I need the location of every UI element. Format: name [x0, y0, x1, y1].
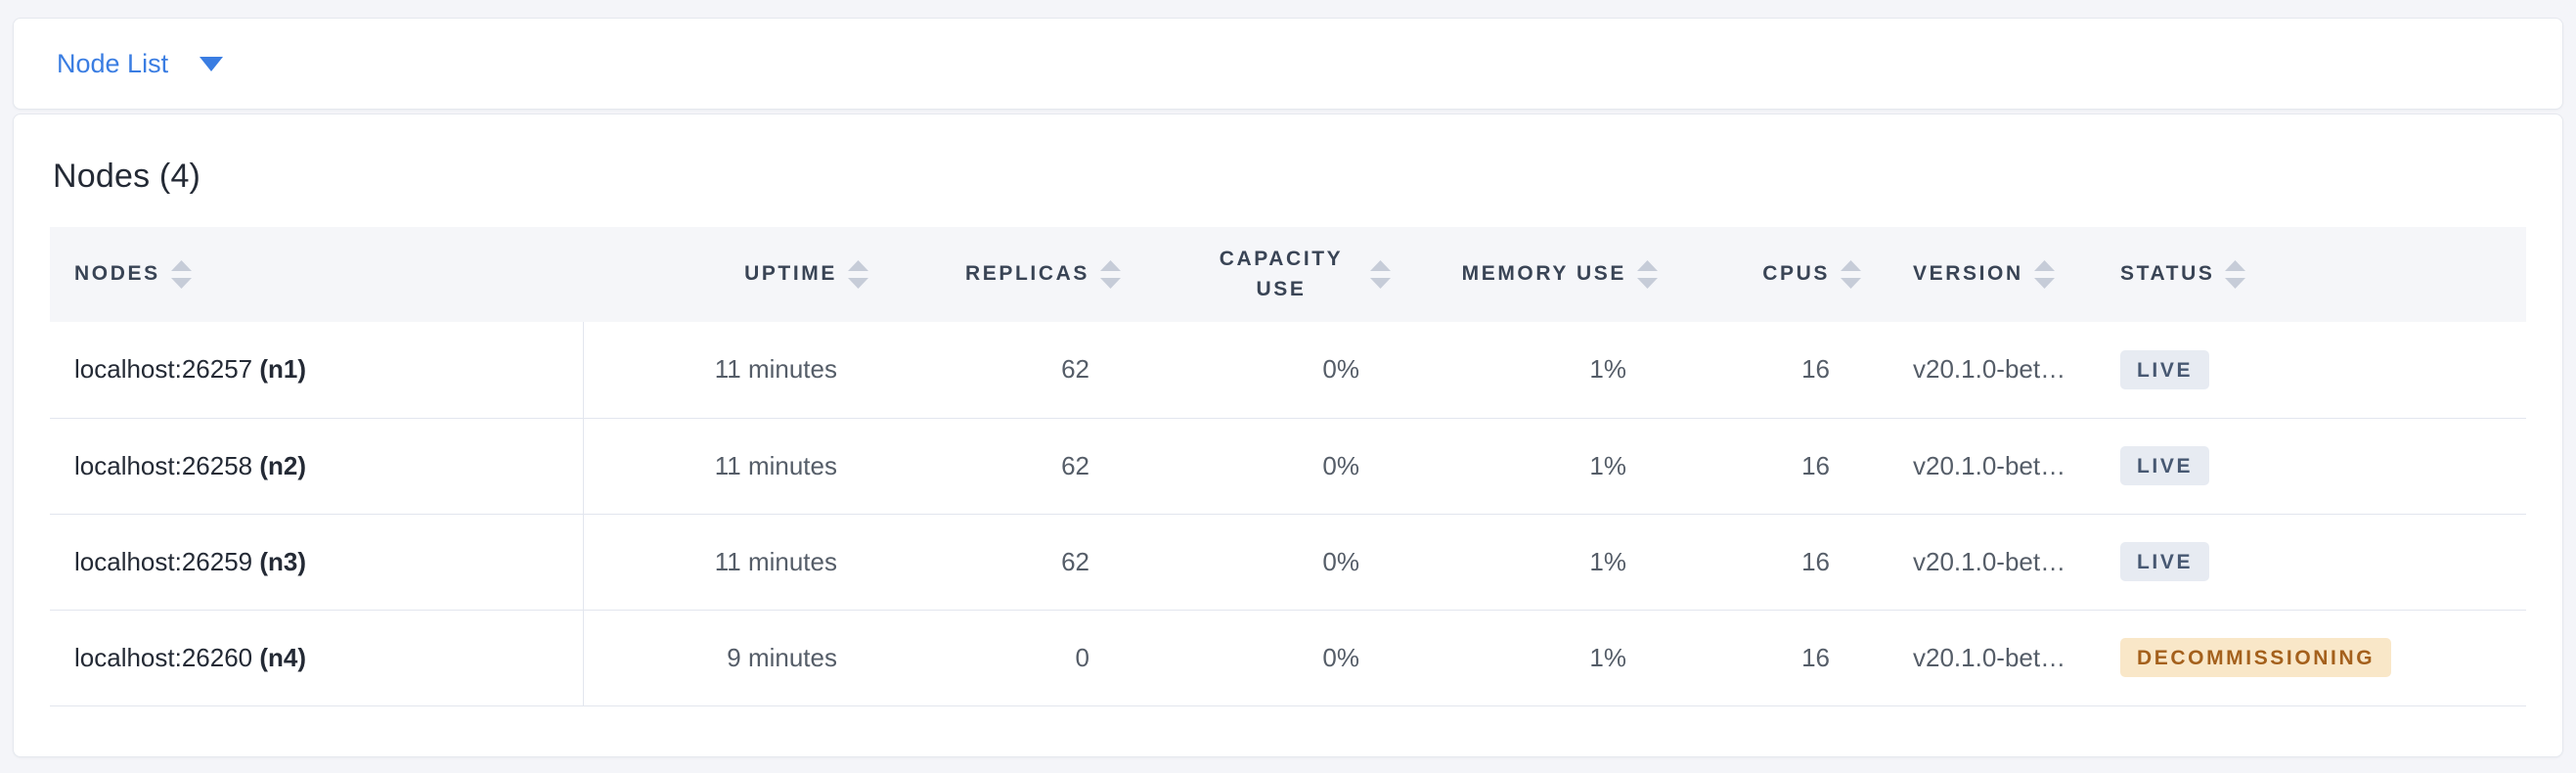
node-address: localhost:26260	[74, 642, 253, 672]
cell-status: LIVE	[2099, 418, 2526, 515]
column-header-cpus[interactable]: CPUS	[1666, 227, 1869, 322]
column-header-status[interactable]: STATUS	[2099, 227, 2526, 322]
column-header-label: VERSION	[1913, 262, 2023, 286]
cell-capacity-use: 0%	[1129, 418, 1399, 515]
column-header-version[interactable]: VERSION	[1869, 227, 2099, 322]
table-row[interactable]: localhost:26259 (n3) 11 minutes 62 0% 1%…	[50, 514, 2526, 611]
column-header-nodes[interactable]: NODES	[50, 227, 583, 322]
nodes-card: Nodes (4) NODES UPTIME	[13, 114, 2563, 757]
table-header-row: NODES UPTIME REPLICAS	[50, 227, 2526, 322]
view-selector-label: Node List	[57, 48, 169, 78]
cell-version: v20.1.0-bet…	[1869, 418, 2099, 515]
status-badge: LIVE	[2120, 349, 2210, 389]
node-id: (n3)	[259, 546, 307, 576]
table-row[interactable]: localhost:26257 (n1) 11 minutes 62 0% 1%…	[50, 322, 2526, 419]
column-header-memory-use[interactable]: MEMORY USE	[1399, 227, 1666, 322]
sort-icon	[2225, 260, 2246, 289]
page-title: Nodes (4)	[53, 158, 201, 195]
view-selector-dropdown[interactable]: Node List	[57, 48, 224, 78]
cell-node-address: localhost:26259 (n3)	[50, 514, 584, 611]
cell-capacity-use: 0%	[1129, 322, 1399, 419]
sort-icon	[2033, 260, 2055, 289]
cell-node-address: localhost:26257 (n1)	[50, 322, 584, 419]
sort-icon	[848, 260, 868, 289]
cell-cpus: 16	[1666, 610, 1869, 706]
column-header-label: NODES	[74, 262, 160, 286]
column-header-label: UPTIME	[744, 262, 837, 286]
cell-capacity-use: 0%	[1129, 610, 1399, 706]
column-header-label: CAPACITY USE	[1219, 248, 1344, 300]
cell-cpus: 16	[1666, 322, 1869, 419]
sort-icon	[1370, 260, 1391, 289]
column-header-label: REPLICAS	[965, 262, 1089, 286]
sort-icon	[1100, 260, 1121, 289]
table-row[interactable]: localhost:26258 (n2) 11 minutes 62 0% 1%…	[50, 418, 2526, 515]
sort-icon	[170, 260, 192, 289]
cell-status: DECOMMISSIONING	[2099, 610, 2526, 706]
cell-version: v20.1.0-bet…	[1869, 322, 2099, 419]
column-header-uptime[interactable]: UPTIME	[583, 227, 876, 322]
cell-uptime: 11 minutes	[583, 514, 876, 611]
node-id: (n4)	[259, 642, 307, 672]
view-selector-card: Node List	[13, 18, 2563, 110]
node-id: (n2)	[259, 450, 307, 480]
cell-memory-use: 1%	[1399, 322, 1666, 419]
cell-status: LIVE	[2099, 322, 2526, 419]
column-header-label: MEMORY USE	[1461, 262, 1626, 286]
table-row[interactable]: localhost:26260 (n4) 9 minutes 0 0% 1% 1…	[50, 610, 2526, 706]
cell-version: v20.1.0-bet…	[1869, 514, 2099, 611]
node-id: (n1)	[259, 354, 307, 385]
cell-capacity-use: 0%	[1129, 514, 1399, 611]
column-header-label: CPUS	[1762, 262, 1830, 286]
cell-memory-use: 1%	[1399, 610, 1666, 706]
cell-uptime: 11 minutes	[583, 418, 876, 515]
status-badge: LIVE	[2120, 446, 2210, 485]
cell-cpus: 16	[1666, 514, 1869, 611]
cell-replicas: 0	[876, 610, 1129, 706]
column-header-label: STATUS	[2120, 262, 2215, 286]
cell-cpus: 16	[1666, 418, 1869, 515]
sort-icon	[1841, 260, 1861, 289]
cell-status: LIVE	[2099, 514, 2526, 611]
cell-node-address: localhost:26258 (n2)	[50, 418, 584, 515]
caret-down-icon	[200, 56, 224, 71]
node-address: localhost:26259	[74, 546, 253, 576]
cell-uptime: 9 minutes	[583, 610, 876, 706]
cell-node-address: localhost:26260 (n4)	[50, 610, 584, 706]
node-address: localhost:26257	[74, 354, 253, 385]
cell-replicas: 62	[876, 514, 1129, 611]
cell-version: v20.1.0-bet…	[1869, 610, 2099, 706]
cell-memory-use: 1%	[1399, 514, 1666, 611]
column-header-replicas[interactable]: REPLICAS	[876, 227, 1129, 322]
node-address: localhost:26258	[74, 450, 253, 480]
cell-replicas: 62	[876, 322, 1129, 419]
cell-memory-use: 1%	[1399, 418, 1666, 515]
cell-uptime: 11 minutes	[583, 322, 876, 419]
status-badge: LIVE	[2120, 542, 2210, 581]
cell-replicas: 62	[876, 418, 1129, 515]
sort-icon	[1637, 260, 1658, 289]
nodes-table: NODES UPTIME REPLICAS	[50, 227, 2526, 706]
column-header-capacity-use[interactable]: CAPACITY USE	[1129, 227, 1399, 322]
status-badge: DECOMMISSIONING	[2120, 638, 2392, 677]
